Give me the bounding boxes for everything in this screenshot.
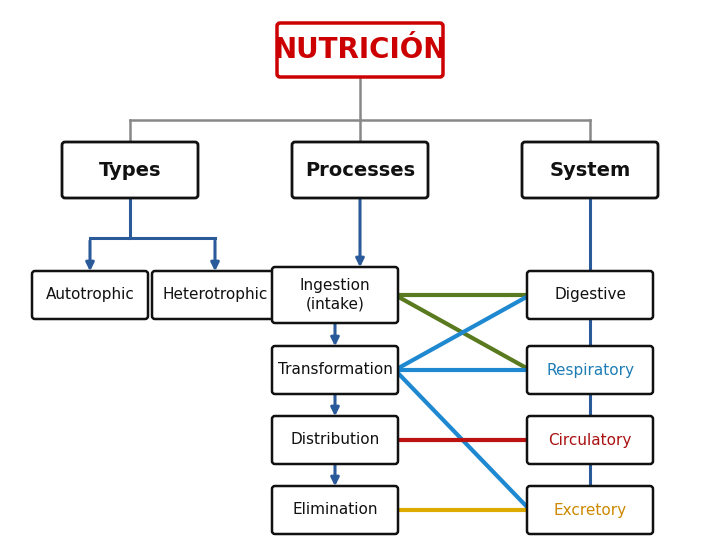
Text: Heterotrophic: Heterotrophic xyxy=(162,287,268,302)
FancyBboxPatch shape xyxy=(522,142,658,198)
FancyBboxPatch shape xyxy=(272,486,398,534)
Text: Circulatory: Circulatory xyxy=(549,433,631,448)
Text: Transformation: Transformation xyxy=(278,362,392,377)
Text: Autotrophic: Autotrophic xyxy=(45,287,135,302)
FancyBboxPatch shape xyxy=(32,271,148,319)
FancyBboxPatch shape xyxy=(62,142,198,198)
Text: Elimination: Elimination xyxy=(292,503,378,517)
Text: Excretory: Excretory xyxy=(554,503,626,517)
FancyBboxPatch shape xyxy=(527,271,653,319)
FancyBboxPatch shape xyxy=(152,271,278,319)
FancyBboxPatch shape xyxy=(272,267,398,323)
Text: Types: Types xyxy=(99,160,161,179)
Text: Processes: Processes xyxy=(305,160,415,179)
FancyBboxPatch shape xyxy=(527,416,653,464)
Text: System: System xyxy=(549,160,631,179)
Text: Digestive: Digestive xyxy=(554,287,626,302)
Text: NUTRICIÓN: NUTRICIÓN xyxy=(274,36,446,64)
FancyBboxPatch shape xyxy=(277,23,443,77)
FancyBboxPatch shape xyxy=(272,346,398,394)
FancyBboxPatch shape xyxy=(527,486,653,534)
FancyBboxPatch shape xyxy=(527,346,653,394)
Text: Respiratory: Respiratory xyxy=(546,362,634,377)
FancyBboxPatch shape xyxy=(272,416,398,464)
FancyBboxPatch shape xyxy=(292,142,428,198)
Text: Ingestion
(intake): Ingestion (intake) xyxy=(300,278,370,312)
Text: Distribution: Distribution xyxy=(290,433,379,448)
